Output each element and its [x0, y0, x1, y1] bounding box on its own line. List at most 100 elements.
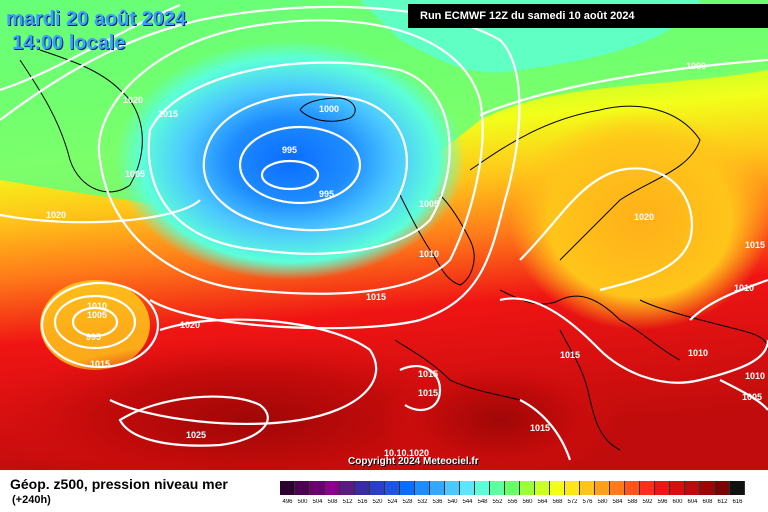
- isobar-label: 1005: [125, 169, 145, 179]
- isobar-990: [260, 159, 320, 191]
- color-scale-tick: 528: [402, 499, 413, 505]
- color-swatch: [415, 481, 430, 495]
- color-scale-tick: 572: [567, 499, 578, 505]
- color-swatch: [385, 481, 400, 495]
- model-run-text: Run ECMWF 12Z du samedi 10 août 2024: [420, 10, 635, 22]
- isobar-1010: [97, 19, 484, 295]
- isobar-label: 1025: [186, 430, 206, 440]
- isobar-label: 1005: [742, 392, 762, 402]
- copyright-text: Copyright 2024 Meteociel.fr: [348, 456, 479, 467]
- isobar-label: 1010: [688, 348, 708, 358]
- isobar-1015-east: [499, 297, 768, 384]
- isobar-1005: [147, 61, 451, 255]
- coastlines: [19, 49, 768, 451]
- color-scale-tick: 524: [387, 499, 398, 505]
- isobar-label: 1000: [686, 61, 706, 71]
- color-swatch: [280, 481, 295, 495]
- weather-map: 1020 1015 1005 1000 995 995 1000 1020 10…: [0, 0, 768, 470]
- model-run-banner: Run ECMWF 12Z du samedi 10 août 2024: [408, 4, 768, 28]
- color-scale-tick: 608: [702, 499, 713, 505]
- isobar-label: 1020: [180, 320, 200, 330]
- color-swatch: [610, 481, 625, 495]
- isobar-label: 1015: [418, 369, 438, 379]
- isobar-label: 1015: [90, 359, 110, 369]
- color-scale-ticks: 496 500 504 508 512 516 520 524 528 532 536 540 544 5…: [280, 499, 745, 505]
- isobar-label: 1015: [158, 109, 178, 119]
- color-scale-tick: 544: [462, 499, 473, 505]
- color-swatch: [730, 481, 745, 495]
- color-scale-tick: 512: [342, 499, 353, 505]
- isobar-label: 1010: [734, 283, 754, 293]
- color-scale-tick: 548: [477, 499, 488, 505]
- isobar-1000-ne: [479, 58, 768, 117]
- color-scale-tick: 564: [537, 499, 548, 505]
- color-scale-tick: 552: [492, 499, 503, 505]
- isobar-label: 995: [319, 189, 334, 199]
- isobar-cyclone-outer: [40, 281, 160, 369]
- color-scale-tick: 536: [432, 499, 443, 505]
- isobar-1015: [0, 5, 521, 330]
- color-swatch: [655, 481, 670, 495]
- color-scale-tick: 604: [687, 499, 698, 505]
- color-swatch: [490, 481, 505, 495]
- color-scale-tick: 532: [417, 499, 428, 505]
- isobar-label: 1020: [46, 210, 66, 220]
- color-swatch: [325, 481, 340, 495]
- color-swatch: [355, 481, 370, 495]
- color-scale-tick: 612: [717, 499, 728, 505]
- color-swatch: [715, 481, 730, 495]
- forecast-time: 14:00 locale: [12, 32, 126, 54]
- isobar-label: 1015: [418, 388, 438, 398]
- color-scale-tick: 600: [672, 499, 683, 505]
- color-scale-tick: 616: [732, 499, 743, 505]
- color-scale-tick: 508: [327, 499, 338, 505]
- isobar-1025: [118, 395, 269, 447]
- color-swatch: [310, 481, 325, 495]
- color-swatch: [400, 481, 415, 495]
- color-scale-tick: 580: [597, 499, 608, 505]
- color-swatch: [520, 481, 535, 495]
- color-swatch: [445, 481, 460, 495]
- isobar-label: 995: [282, 145, 297, 155]
- isobar-1010-east: [689, 278, 768, 321]
- isobar-1020-south: [109, 318, 378, 426]
- color-swatch: [640, 481, 655, 495]
- color-swatch: [580, 481, 595, 495]
- color-swatch: [565, 481, 580, 495]
- isobar-label: 1020: [123, 95, 143, 105]
- isobar-label: 1015: [366, 292, 386, 302]
- color-scale-tick: 516: [357, 499, 368, 505]
- color-scale-tick: 520: [372, 499, 383, 505]
- isobar-cyclone-mid: [53, 294, 137, 350]
- isobar-label: 1010: [419, 249, 439, 259]
- isobar-label: 1015: [560, 350, 580, 360]
- isobar-label: 1010: [745, 371, 765, 381]
- isobar-1020: [0, 3, 201, 224]
- color-scale-tick: 588: [627, 499, 638, 505]
- color-swatch: [295, 481, 310, 495]
- color-swatch: [535, 481, 550, 495]
- color-scale-tick: 540: [447, 499, 458, 505]
- color-scale-tick: 584: [612, 499, 623, 505]
- isobars: [0, 3, 768, 461]
- isobar-label: 1015: [530, 423, 550, 433]
- color-scale-tick: 568: [552, 499, 563, 505]
- color-scale: [280, 481, 745, 495]
- isobar-995: [238, 125, 362, 205]
- color-scale-tick: 596: [657, 499, 668, 505]
- isobar-cyclone-inner: [71, 306, 119, 338]
- isobar-1000: [202, 93, 408, 232]
- color-swatch: [460, 481, 475, 495]
- isobar-med: [519, 399, 572, 461]
- isobar-label: 995: [86, 332, 101, 342]
- color-swatch: [625, 481, 640, 495]
- color-swatch: [670, 481, 685, 495]
- isobar-labels: 1020 1015 1005 1000 995 995 1000 1020 10…: [46, 61, 765, 458]
- color-scale-tick: 576: [582, 499, 593, 505]
- isobar-label: 1010: [87, 301, 107, 311]
- forecast-date: mardi 20 août 2024: [6, 8, 187, 30]
- color-swatch: [370, 481, 385, 495]
- isobar-label: 1015: [745, 240, 765, 250]
- color-scale-tick: 556: [507, 499, 518, 505]
- color-swatch: [475, 481, 490, 495]
